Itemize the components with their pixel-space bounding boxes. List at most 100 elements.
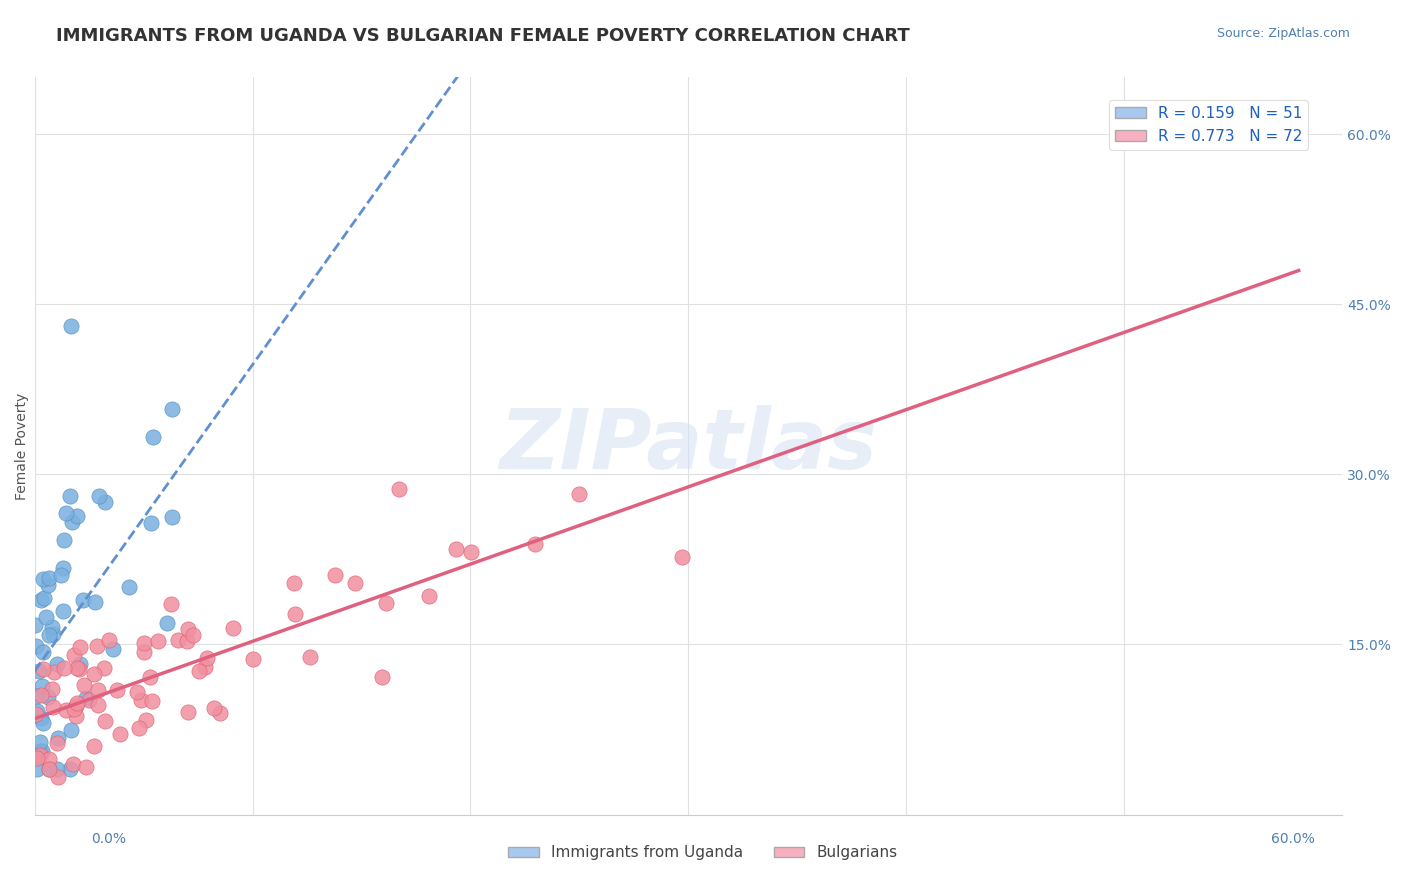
bulgarian xyxy=(129,693,152,707)
uganda xyxy=(31,716,53,731)
uganda xyxy=(93,494,115,508)
uganda xyxy=(31,645,53,659)
bulgarian xyxy=(67,662,90,676)
uganda xyxy=(48,731,70,746)
bulgarian xyxy=(298,650,321,665)
uganda xyxy=(30,744,52,758)
uganda xyxy=(52,604,75,618)
bulgarian xyxy=(65,699,87,714)
bulgarian xyxy=(181,628,204,642)
uganda xyxy=(59,723,82,737)
bulgarian xyxy=(222,621,245,635)
bulgarian xyxy=(127,685,149,699)
uganda xyxy=(55,506,77,520)
Legend: Immigrants from Uganda, Bulgarians: Immigrants from Uganda, Bulgarians xyxy=(502,839,904,866)
bulgarian xyxy=(93,714,115,728)
bulgarian xyxy=(141,694,163,708)
bulgarian xyxy=(177,623,200,637)
uganda xyxy=(83,595,105,609)
uganda xyxy=(27,664,49,678)
Legend: R = 0.159   N = 51, R = 0.773   N = 72: R = 0.159 N = 51, R = 0.773 N = 72 xyxy=(1109,100,1309,150)
bulgarian xyxy=(77,693,100,707)
bulgarian xyxy=(73,677,96,691)
uganda xyxy=(60,515,83,529)
bulgarian xyxy=(444,542,467,557)
uganda xyxy=(160,402,183,417)
bulgarian xyxy=(52,661,75,675)
bulgarian xyxy=(87,683,110,698)
Text: ZIPatlas: ZIPatlas xyxy=(499,406,877,486)
bulgarian xyxy=(132,645,155,659)
bulgarian xyxy=(160,597,183,611)
bulgarian xyxy=(135,714,157,728)
bulgarian xyxy=(343,576,366,591)
uganda xyxy=(160,510,183,524)
bulgarian xyxy=(418,589,440,603)
bulgarian xyxy=(83,667,105,681)
uganda xyxy=(51,567,73,582)
uganda xyxy=(59,489,82,503)
bulgarian xyxy=(62,702,84,716)
bulgarian xyxy=(105,682,128,697)
bulgarian xyxy=(108,727,131,741)
uganda xyxy=(42,626,65,640)
bulgarian xyxy=(65,709,87,723)
uganda xyxy=(75,690,97,705)
uganda xyxy=(46,762,69,776)
bulgarian xyxy=(388,482,411,496)
bulgarian xyxy=(62,757,84,772)
uganda xyxy=(37,578,59,592)
bulgarian xyxy=(283,576,305,591)
bulgarian xyxy=(30,748,52,763)
bulgarian xyxy=(568,487,591,501)
bulgarian xyxy=(63,648,86,662)
bulgarian xyxy=(30,688,52,702)
uganda xyxy=(28,735,51,749)
bulgarian xyxy=(98,633,121,648)
uganda xyxy=(60,318,83,333)
bulgarian xyxy=(671,550,693,565)
bulgarian xyxy=(375,597,398,611)
bulgarian xyxy=(524,537,547,551)
bulgarian xyxy=(323,567,346,582)
bulgarian xyxy=(38,752,60,766)
uganda xyxy=(38,571,60,585)
bulgarian xyxy=(176,705,198,719)
bulgarian xyxy=(41,681,63,696)
bulgarian xyxy=(93,661,115,675)
bulgarian xyxy=(195,651,218,665)
bulgarian xyxy=(46,736,69,750)
Text: 60.0%: 60.0% xyxy=(1271,832,1315,846)
bulgarian xyxy=(370,670,392,684)
bulgarian xyxy=(87,698,110,713)
uganda xyxy=(32,591,55,605)
bulgarian xyxy=(167,632,190,647)
uganda xyxy=(25,704,48,718)
uganda xyxy=(103,641,125,656)
bulgarian xyxy=(66,661,89,675)
Text: Source: ZipAtlas.com: Source: ZipAtlas.com xyxy=(1216,27,1350,40)
uganda xyxy=(24,618,46,632)
uganda xyxy=(25,762,48,776)
bulgarian xyxy=(31,662,53,676)
uganda xyxy=(25,639,48,653)
uganda xyxy=(30,593,52,607)
bulgarian xyxy=(132,636,155,650)
uganda xyxy=(141,516,163,530)
uganda xyxy=(142,430,165,444)
bulgarian xyxy=(283,607,305,621)
bulgarian xyxy=(69,640,91,655)
uganda xyxy=(52,561,75,575)
bulgarian xyxy=(75,759,97,773)
uganda xyxy=(69,657,91,671)
bulgarian xyxy=(194,660,217,674)
uganda xyxy=(45,657,67,671)
uganda xyxy=(30,710,52,724)
bulgarian xyxy=(48,770,70,784)
uganda xyxy=(52,533,75,547)
uganda xyxy=(37,690,59,704)
uganda xyxy=(31,679,53,693)
bulgarian xyxy=(242,652,264,666)
uganda xyxy=(31,744,53,758)
uganda xyxy=(156,616,179,631)
